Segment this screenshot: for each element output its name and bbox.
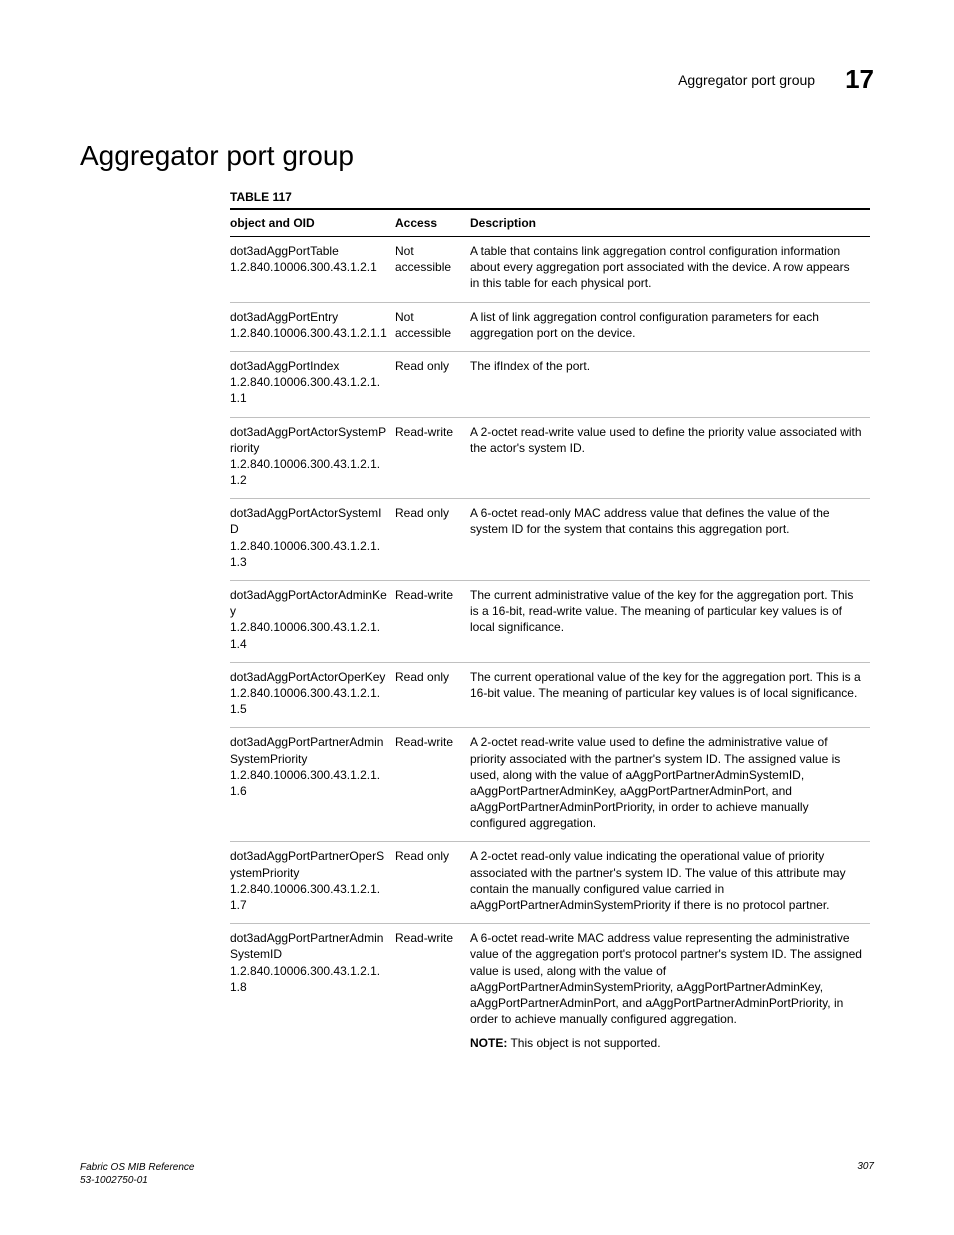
table-header-row: object and OID Access Description (230, 209, 870, 237)
object-name: dot3adAggPortEntry (230, 309, 387, 325)
table-row: dot3adAggPortActorOperKey1.2.840.10006.3… (230, 662, 870, 728)
col-header-access: Access (395, 209, 470, 237)
cell-object-oid: dot3adAggPortEntry1.2.840.10006.300.43.1… (230, 302, 395, 351)
table-row: dot3adAggPortActorAdminKey1.2.840.10006.… (230, 581, 870, 663)
description-text: A 2-octet read-write value used to defin… (470, 734, 862, 831)
cell-object-oid: dot3adAggPortActorSystemID1.2.840.10006.… (230, 499, 395, 581)
object-oid: 1.2.840.10006.300.43.1.2.1.1.2 (230, 456, 387, 488)
object-oid: 1.2.840.10006.300.43.1.2.1.1.1 (230, 374, 387, 406)
cell-description: A table that contains link aggregation c… (470, 237, 870, 303)
object-name: dot3adAggPortPartnerAdminSystemPriority (230, 734, 387, 766)
object-oid: 1.2.840.10006.300.43.1.2.1 (230, 259, 387, 275)
description-text: A list of link aggregation control confi… (470, 309, 862, 341)
object-name: dot3adAggPortActorAdminKey (230, 587, 387, 619)
object-name: dot3adAggPortIndex (230, 358, 387, 374)
cell-access: Read only (395, 499, 470, 581)
col-header-description: Description (470, 209, 870, 237)
table-container: TABLE 117 object and OID Access Descript… (230, 190, 874, 1062)
object-name: dot3adAggPortActorSystemID (230, 505, 387, 537)
object-name: dot3adAggPortTable (230, 243, 387, 259)
description-text: The current operational value of the key… (470, 669, 862, 701)
cell-description: A list of link aggregation control confi… (470, 302, 870, 351)
cell-access: Not accessible (395, 237, 470, 303)
cell-object-oid: dot3adAggPortActorSystemPriority1.2.840.… (230, 417, 395, 499)
object-oid: 1.2.840.10006.300.43.1.2.1.1.4 (230, 619, 387, 651)
cell-object-oid: dot3adAggPortPartnerOperSystemPriority1.… (230, 842, 395, 924)
cell-description: A 2-octet read-write value used to defin… (470, 417, 870, 499)
footer-doc-title: Fabric OS MIB Reference (80, 1161, 194, 1174)
object-oid: 1.2.840.10006.300.43.1.2.1.1 (230, 325, 387, 341)
cell-object-oid: dot3adAggPortActorAdminKey1.2.840.10006.… (230, 581, 395, 663)
cell-description: A 2-octet read-only value indicating the… (470, 842, 870, 924)
object-oid: 1.2.840.10006.300.43.1.2.1.1.7 (230, 881, 387, 913)
footer-left: Fabric OS MIB Reference 53-1002750-01 (80, 1161, 194, 1187)
object-oid: 1.2.840.10006.300.43.1.2.1.1.5 (230, 685, 387, 717)
cell-access: Read only (395, 351, 470, 417)
running-header: Aggregator port group 17 (678, 64, 874, 95)
description-note: NOTE: This object is not supported. (470, 1035, 862, 1051)
table-row: dot3adAggPortTable1.2.840.10006.300.43.1… (230, 237, 870, 303)
page-footer: Fabric OS MIB Reference 53-1002750-01 30… (80, 1161, 874, 1187)
table-row: dot3adAggPortEntry1.2.840.10006.300.43.1… (230, 302, 870, 351)
cell-object-oid: dot3adAggPortPartnerAdminSystemID1.2.840… (230, 924, 395, 1062)
mib-table: object and OID Access Description dot3ad… (230, 208, 870, 1062)
cell-access: Read only (395, 662, 470, 728)
table-row: dot3adAggPortPartnerAdminSystemPriority1… (230, 728, 870, 842)
cell-object-oid: dot3adAggPortPartnerAdminSystemPriority1… (230, 728, 395, 842)
object-name: dot3adAggPortActorSystemPriority (230, 424, 387, 456)
object-oid: 1.2.840.10006.300.43.1.2.1.1.3 (230, 538, 387, 570)
table-row: dot3adAggPortActorSystemPriority1.2.840.… (230, 417, 870, 499)
cell-access: Read-write (395, 924, 470, 1062)
description-text: The ifIndex of the port. (470, 358, 862, 374)
object-name: dot3adAggPortPartnerAdminSystemID (230, 930, 387, 962)
table-row: dot3adAggPortPartnerOperSystemPriority1.… (230, 842, 870, 924)
table-caption: TABLE 117 (230, 190, 874, 204)
cell-description: A 2-octet read-write value used to defin… (470, 728, 870, 842)
cell-access: Read-write (395, 581, 470, 663)
col-header-object: object and OID (230, 209, 395, 237)
cell-description: The current administrative value of the … (470, 581, 870, 663)
page-title: Aggregator port group (80, 140, 874, 172)
footer-page-number: 307 (857, 1161, 874, 1187)
description-text: A 6-octet read-only MAC address value th… (470, 505, 862, 537)
table-row: dot3adAggPortIndex1.2.840.10006.300.43.1… (230, 351, 870, 417)
cell-object-oid: dot3adAggPortTable1.2.840.10006.300.43.1… (230, 237, 395, 303)
object-oid: 1.2.840.10006.300.43.1.2.1.1.6 (230, 767, 387, 799)
description-text: The current administrative value of the … (470, 587, 862, 636)
table-row: dot3adAggPortActorSystemID1.2.840.10006.… (230, 499, 870, 581)
cell-access: Read only (395, 842, 470, 924)
note-text: This object is not supported. (507, 1036, 660, 1050)
cell-object-oid: dot3adAggPortActorOperKey1.2.840.10006.3… (230, 662, 395, 728)
footer-doc-id: 53-1002750-01 (80, 1174, 194, 1187)
object-name: dot3adAggPortPartnerOperSystemPriority (230, 848, 387, 880)
description-text: A 2-octet read-only value indicating the… (470, 848, 862, 913)
object-name: dot3adAggPortActorOperKey (230, 669, 387, 685)
cell-description: A 6-octet read-only MAC address value th… (470, 499, 870, 581)
description-text: A table that contains link aggregation c… (470, 243, 862, 292)
cell-access: Not accessible (395, 302, 470, 351)
cell-access: Read-write (395, 417, 470, 499)
object-oid: 1.2.840.10006.300.43.1.2.1.1.8 (230, 963, 387, 995)
running-title: Aggregator port group (678, 72, 815, 88)
description-text: A 6-octet read-write MAC address value r… (470, 930, 862, 1027)
note-label: NOTE: (470, 1036, 507, 1050)
cell-description: The current operational value of the key… (470, 662, 870, 728)
cell-object-oid: dot3adAggPortIndex1.2.840.10006.300.43.1… (230, 351, 395, 417)
cell-description: The ifIndex of the port. (470, 351, 870, 417)
table-row: dot3adAggPortPartnerAdminSystemID1.2.840… (230, 924, 870, 1062)
description-text: A 2-octet read-write value used to defin… (470, 424, 862, 456)
cell-access: Read-write (395, 728, 470, 842)
cell-description: A 6-octet read-write MAC address value r… (470, 924, 870, 1062)
chapter-number: 17 (845, 64, 874, 95)
